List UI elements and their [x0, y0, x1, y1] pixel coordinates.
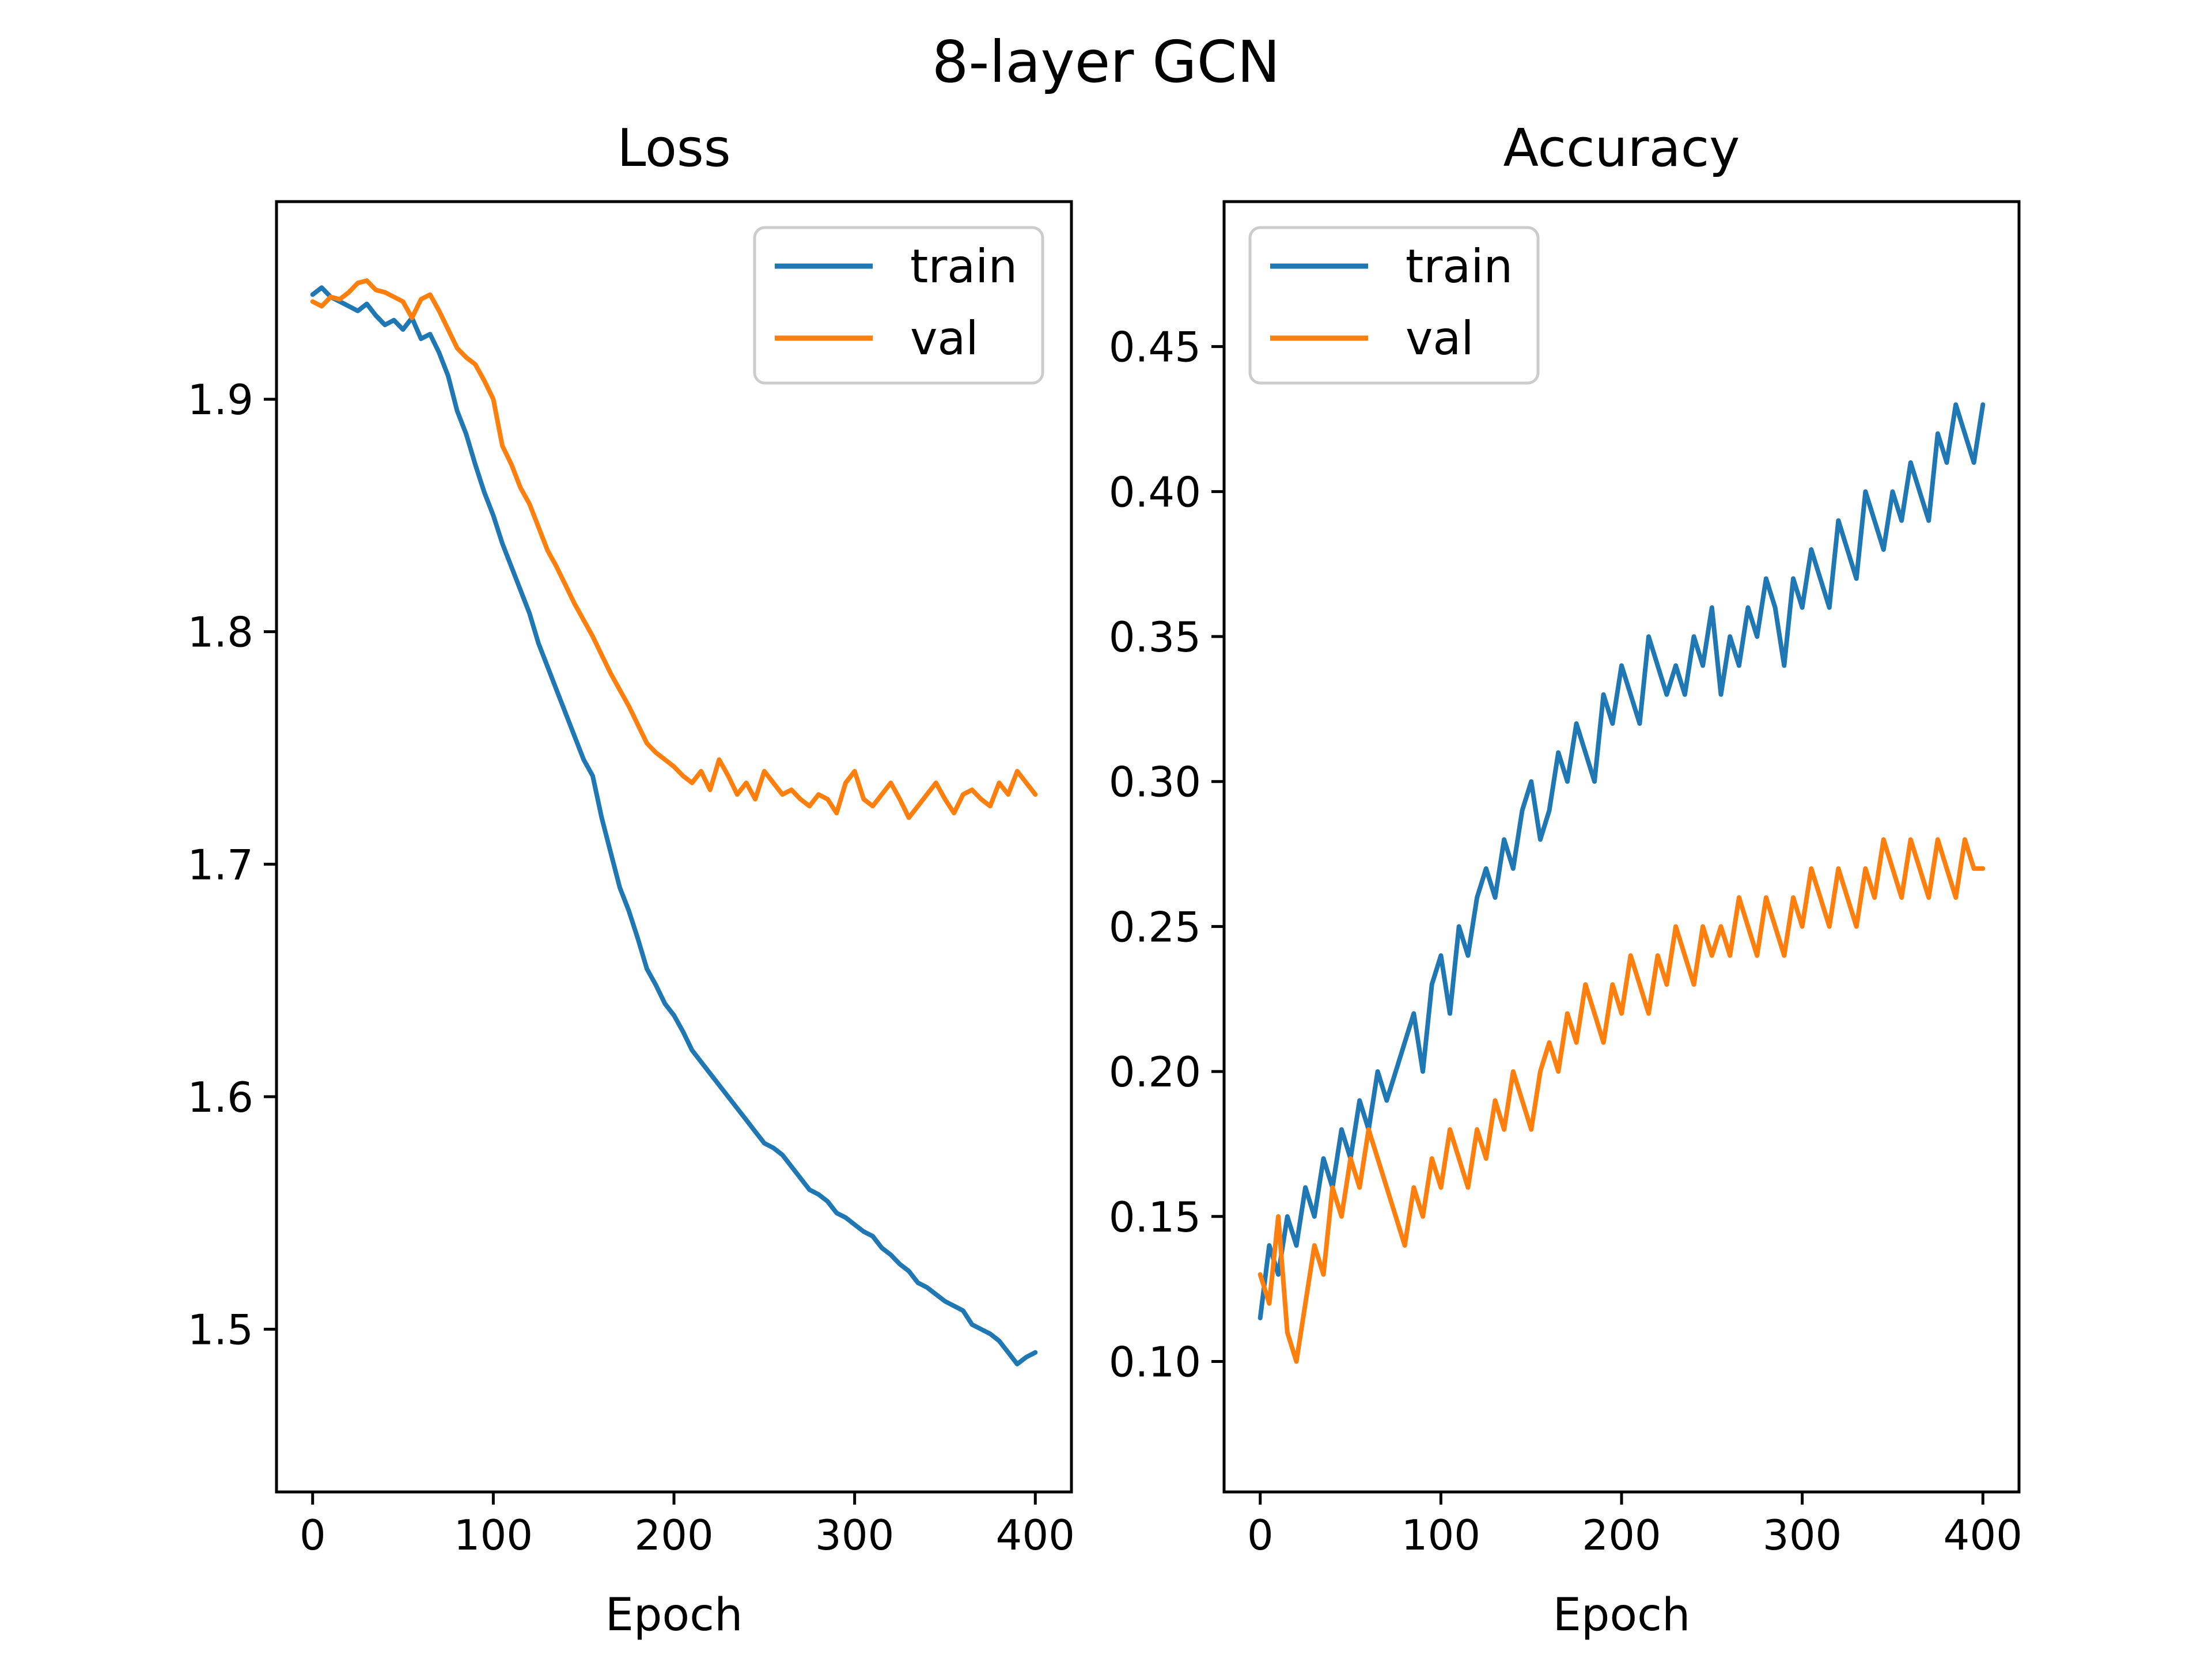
- loss-axes-frame: [275, 200, 1073, 1494]
- loss-y-ticks: 1.5 1.6 1.7 1.8 1.9: [187, 376, 276, 1354]
- accuracy-x-tick-label: 0: [1247, 1511, 1274, 1559]
- loss-y-tick-label: 1.7: [187, 840, 253, 889]
- accuracy-y-tick-label: 0.20: [1109, 1048, 1201, 1096]
- accuracy-panel-title: Accuracy: [1503, 118, 1740, 179]
- loss-x-tick-label: 100: [454, 1511, 533, 1559]
- accuracy-x-tick-label: 300: [1763, 1511, 1842, 1559]
- accuracy-y-tick-label: 0.40: [1109, 468, 1201, 516]
- accuracy-y-tick-label: 0.10: [1109, 1338, 1201, 1386]
- accuracy-x-ticks: 0 100 200 300 400: [1247, 1492, 2022, 1559]
- loss-x-axis-label: Epoch: [605, 1589, 743, 1641]
- accuracy-x-axis-label: Epoch: [1553, 1589, 1691, 1641]
- loss-x-tick-label: 400: [996, 1511, 1075, 1559]
- loss-y-tick-label: 1.8: [187, 608, 253, 657]
- loss-legend-val-label: val: [910, 312, 979, 365]
- loss-x-tick-label: 0: [300, 1511, 326, 1559]
- loss-y-tick-label: 1.9: [187, 376, 253, 424]
- loss-x-tick-label: 200: [634, 1511, 713, 1559]
- accuracy-x-tick-label: 200: [1582, 1511, 1661, 1559]
- loss-lines: [310, 278, 1038, 1366]
- loss-x-ticks: 0 100 200 300 400: [300, 1492, 1075, 1559]
- accuracy-y-tick-label: 0.25: [1109, 903, 1201, 951]
- accuracy-train-line: [1257, 402, 1986, 1320]
- accuracy-y-ticks: 0.10 0.15 0.20 0.25 0.30 0.35 0.40 0.45: [1109, 323, 1224, 1386]
- accuracy-lines: [1257, 402, 1986, 1364]
- accuracy-x-tick-label: 100: [1402, 1511, 1480, 1559]
- accuracy-legend-train-label: train: [1406, 240, 1513, 293]
- accuracy-legend-val-label: val: [1406, 312, 1474, 365]
- loss-y-tick-label: 1.6: [187, 1073, 253, 1122]
- accuracy-legend: train val: [1248, 226, 1540, 385]
- figure-title: 8-layer GCN: [932, 28, 1281, 96]
- loss-val-line: [310, 278, 1038, 820]
- accuracy-y-tick-label: 0.35: [1109, 613, 1201, 661]
- loss-legend-train-label: train: [910, 240, 1017, 293]
- loss-x-tick-label: 300: [815, 1511, 894, 1559]
- loss-legend: train val: [753, 226, 1044, 385]
- loss-panel-title: Loss: [617, 118, 730, 179]
- loss-panel: Loss 0 100 200 300 400 1.5 1.6 1.7 1.8 1.9 Epoch…: [187, 118, 1075, 1641]
- accuracy-axes-frame: [1222, 200, 2021, 1494]
- accuracy-panel: Accuracy 0 100 200 300 400 0.100.150.200.250…: [1109, 118, 2022, 1641]
- accuracy-x-tick-label: 400: [1944, 1511, 2022, 1559]
- loss-train-line: [310, 285, 1038, 1366]
- accuracy-y-tick-label: 0.15: [1109, 1193, 1201, 1241]
- accuracy-val-line: [1257, 837, 1986, 1364]
- accuracy-y-tick-label: 0.45: [1109, 323, 1201, 372]
- loss-y-tick-label: 1.5: [187, 1305, 253, 1354]
- accuracy-y-tick-label: 0.30: [1109, 758, 1201, 806]
